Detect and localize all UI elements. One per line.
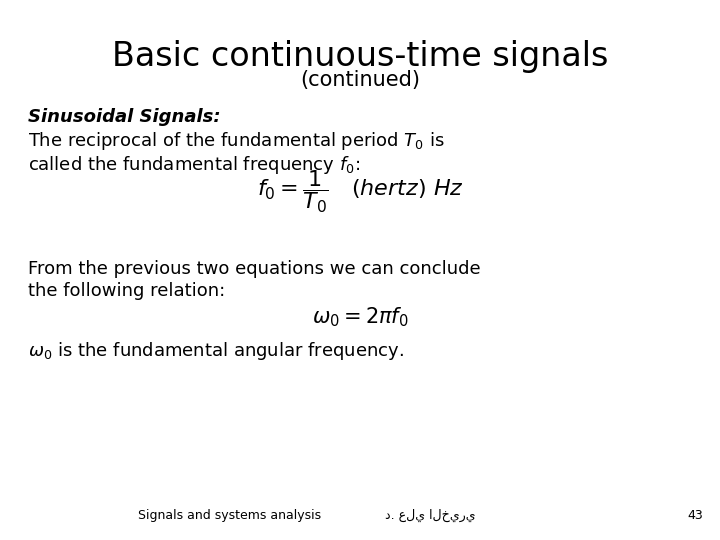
Text: The reciprocal of the fundamental period $T_0$ is: The reciprocal of the fundamental period…: [28, 130, 444, 152]
Text: $f_0 = \dfrac{1}{T_0} \quad \mathit{(hertz)}\ \mathit{Hz}$: $f_0 = \dfrac{1}{T_0} \quad \mathit{(her…: [256, 168, 464, 215]
Text: called the fundamental frequency $f_0$:: called the fundamental frequency $f_0$:: [28, 154, 360, 176]
Text: $\omega_0 = 2\pi f_0$: $\omega_0 = 2\pi f_0$: [312, 305, 408, 329]
Text: From the previous two equations we can conclude: From the previous two equations we can c…: [28, 260, 481, 278]
Text: Sinusoidal Signals:: Sinusoidal Signals:: [28, 108, 220, 126]
Text: 43: 43: [687, 509, 703, 522]
Text: $\omega_0$ is the fundamental angular frequency.: $\omega_0$ is the fundamental angular fr…: [28, 340, 404, 362]
Text: Signals and systems analysis: Signals and systems analysis: [138, 509, 322, 522]
Text: د. علي الخيري: د. علي الخيري: [384, 509, 475, 522]
Text: (continued): (continued): [300, 70, 420, 90]
Text: the following relation:: the following relation:: [28, 282, 225, 300]
Text: Basic continuous-time signals: Basic continuous-time signals: [112, 40, 608, 73]
